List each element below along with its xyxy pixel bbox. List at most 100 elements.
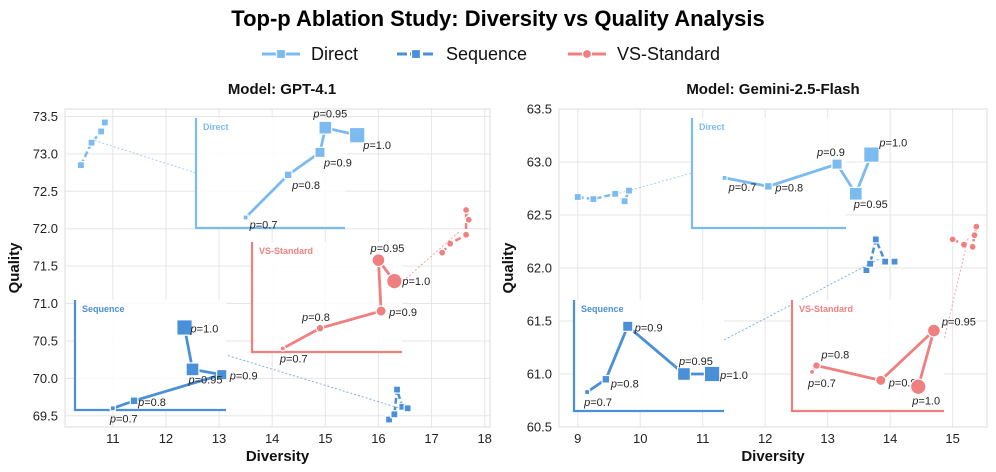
inset-point-label: p=1.0	[190, 323, 219, 335]
data-point	[100, 118, 109, 127]
data-point	[890, 257, 899, 266]
inset-axes	[250, 242, 402, 354]
inset-point-label: p=0.7	[109, 413, 138, 425]
data-point	[948, 235, 957, 244]
x-tick-label: 13	[820, 431, 834, 446]
inset-point-label: p=0.8	[610, 378, 639, 390]
inset-point-label-p: p	[728, 182, 735, 194]
y-tick-label: 73.5	[33, 109, 58, 124]
inset-point-label-p: p	[888, 377, 895, 389]
inset-point-label-p: p	[583, 397, 590, 409]
data-point	[392, 385, 402, 394]
inset-axes	[690, 118, 846, 230]
inset-point-label-value: =0.95	[377, 243, 405, 255]
panel-title: Model: Gemini-2.5-Flash	[686, 81, 859, 98]
y-tick-label: 71.0	[33, 296, 58, 311]
inset-connector	[607, 172, 693, 197]
inset-point-label-value: =1.0	[197, 323, 219, 335]
y-tick-label: 60.5	[527, 420, 552, 435]
y-tick-label: 72.5	[33, 184, 58, 199]
data-point	[438, 248, 447, 257]
inset-point-label-p: p	[816, 147, 823, 159]
inset-point-label: p=0.95	[312, 109, 347, 121]
legend-marker	[581, 48, 593, 60]
inset-point-label-p: p	[291, 180, 298, 192]
inset-point-label: p=0.7	[807, 378, 836, 390]
inset-point-label: p=1.0	[911, 396, 940, 408]
inset-axes	[194, 118, 345, 230]
plot-frame	[558, 108, 988, 428]
inset-point-label: p=0.8	[291, 180, 320, 192]
inset-point	[371, 253, 386, 268]
legend-item-direct: Direct	[262, 44, 358, 64]
inset-point-label: p=0.7	[249, 219, 278, 231]
inset-point-label-value: =0.7	[286, 353, 308, 365]
inset-point-label-p: p	[719, 370, 726, 382]
inset-point-label: p=0.9	[388, 307, 417, 319]
inset-point-label-value: =1.0	[409, 276, 431, 288]
inset-point-label-value: =0.8	[308, 312, 330, 324]
data-point	[390, 410, 399, 419]
inset-point-label: p=0.9	[323, 157, 352, 169]
inset-point-label: p=0.7	[583, 397, 612, 409]
inset-point	[129, 396, 139, 406]
y-tick-label: 70.0	[33, 371, 58, 386]
inset-point-label-value: =0.9	[823, 147, 845, 159]
series-line	[79, 121, 106, 166]
inset-point-label-p: p	[911, 396, 918, 408]
inset-point	[176, 319, 193, 336]
inset-point	[315, 323, 325, 333]
inset-point-label: p=0.8	[137, 397, 166, 409]
data-point	[464, 215, 473, 224]
x-tick-label: 9	[574, 431, 581, 446]
x-axis-label: Diversity	[246, 448, 310, 465]
y-tick-label: 63.0	[527, 155, 552, 170]
inset-connector	[94, 139, 197, 174]
inset-point-label-value: =0.95	[319, 109, 347, 121]
inset-point-label: p=0.95	[678, 356, 713, 368]
data-point	[97, 127, 106, 136]
inset-point-label: p=0.9	[634, 322, 663, 334]
inset-title: VS-Standard	[799, 304, 853, 314]
series-vs-standard	[438, 205, 473, 257]
inset-background	[692, 118, 846, 228]
inset-point-label-value: =0.8	[781, 182, 803, 194]
inset-point	[185, 362, 200, 377]
data-point	[573, 192, 582, 202]
inset-point-label-value: =1.0	[918, 396, 940, 408]
x-tick-label: 14	[883, 431, 897, 446]
inset-point	[216, 368, 228, 381]
inset-point-label-value: =0.95	[685, 356, 713, 368]
inset-point	[375, 305, 387, 317]
inset-point	[831, 158, 843, 170]
x-tick-label: 16	[371, 431, 385, 446]
inset-title: Sequence	[82, 304, 125, 314]
inset-point	[875, 374, 887, 387]
inset-point-label-value: =0.95	[948, 317, 976, 329]
inset-point	[763, 181, 773, 191]
inset-point-label-p: p	[401, 276, 408, 288]
data-point	[384, 415, 394, 424]
x-tick-labels: 11 12 13 14 15 16 17 18	[106, 431, 492, 446]
panel-title: Model: GPT-4.1	[228, 81, 336, 98]
inset-axes	[73, 300, 226, 412]
inset-point	[848, 186, 863, 201]
data-point	[446, 239, 455, 248]
inset-point-label-p: p	[678, 356, 685, 368]
inset-point	[703, 365, 721, 383]
inset-point-label: p=1.0	[719, 370, 748, 382]
x-tick-label: 11	[106, 431, 120, 446]
data-point	[461, 205, 471, 215]
x-tick-label: 17	[424, 431, 438, 446]
inset-point-label: p=0.95	[369, 243, 404, 255]
x-tick-label: 14	[265, 431, 279, 446]
inset-point-label-value: =0.9	[236, 371, 258, 383]
series-vs-standard	[948, 222, 981, 251]
x-tick-labels: 9 10 11 12 13 14 15	[574, 431, 960, 446]
inset-point-label: p=1.0	[878, 138, 907, 150]
inset-point	[926, 323, 941, 338]
inset-point	[279, 345, 286, 352]
y-tick-label: 69.5	[33, 408, 58, 423]
